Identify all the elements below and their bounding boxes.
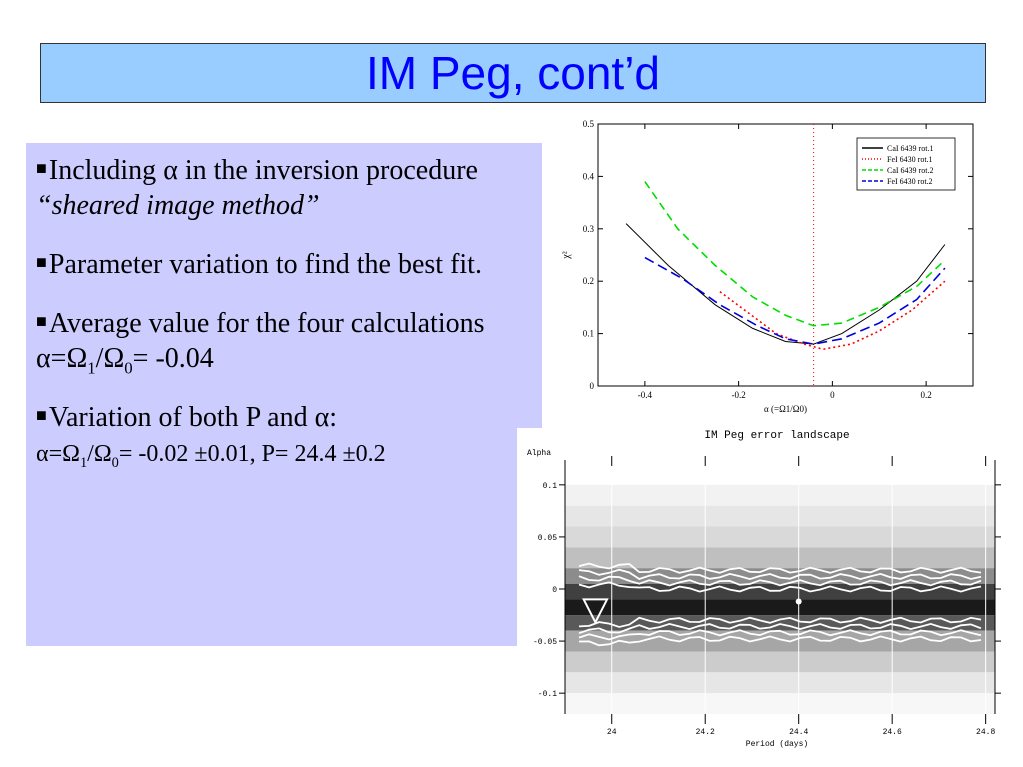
contour-line [578, 629, 982, 641]
bullet-4-formula: α=Ω1/Ω0= -0.02 ±0.01, P= 24.4 ±0.2 [36, 441, 386, 471]
y-tick-label: 0.3 [583, 224, 595, 234]
contour-line [578, 568, 982, 581]
bullet-square-icon: ■ [36, 252, 47, 272]
heatmap-band [565, 651, 995, 673]
error-landscape-plot: IM Peg error landscape Alpha 0.1 0.05 0 -0.05… [527, 430, 1001, 749]
series-line [719, 280, 946, 351]
bullet-1-text-b: in the inversion procedure [177, 155, 478, 186]
x-tick-label: 0.2 [921, 390, 932, 400]
chi-square-chart: 0 0.1 0.2 0.3 0.4 0.5 -0.4 -0.2 0 0.2 CaI 6439 rot… [555, 116, 985, 416]
y-tick-label: 0 [590, 381, 595, 391]
x-axis-label: α (=Ω1/Ω0) [764, 404, 807, 414]
x-tick-label: 24 [607, 728, 617, 737]
heatmap-band [565, 464, 995, 485]
y-tick-label: -0.1 [538, 690, 557, 699]
bullet-4: ■Variation of both P and α: α=Ω1/Ω0= -0.… [36, 402, 386, 471]
contour-line [578, 581, 982, 593]
series-line [644, 181, 946, 327]
x-tick-label: 24.4 [789, 728, 808, 737]
x-tick-label: 24.2 [696, 728, 715, 737]
slide-title-bar: IM Peg, cont’d [40, 43, 986, 103]
heatmap-band [565, 583, 995, 600]
bullet-4-alpha: α [314, 402, 330, 433]
contour-line [578, 562, 982, 574]
bullet-3-text: Average value for the four calculations [48, 308, 485, 339]
bullet-3-formula: α=Ω1/Ω0= -0.04 [36, 343, 214, 378]
x-tick-label: 24.6 [883, 728, 902, 737]
heatmap-band [565, 505, 995, 527]
error-landscape-chart: IM Peg error landscape Alpha 0.1 0.05 0 -0.05… [517, 428, 1007, 758]
x-tick-label: -0.4 [638, 390, 653, 400]
bullet-1-method: “sheared image method” [36, 190, 320, 221]
slide-title: IM Peg, cont’d [365, 47, 661, 99]
heatmap-band [565, 599, 995, 616]
heatmap-band [565, 484, 995, 506]
x-tick-label: 0 [830, 390, 835, 400]
y-tick-label: 0.1 [543, 482, 558, 491]
bullet-2-text: Parameter variation to find the best fit… [48, 249, 482, 280]
y-tick-label: 0.5 [583, 119, 595, 129]
y-tick-label: 0.2 [583, 276, 594, 286]
contour-line [578, 622, 982, 635]
bullet-1-alpha: α [163, 155, 178, 186]
bullet-1: ■Including α in the inversion procedure … [36, 151, 534, 223]
contour-loop [582, 598, 609, 625]
x-axis-label: Period (days) [746, 740, 808, 749]
y-tick-label: 0.1 [583, 329, 594, 339]
y-tick-label: 0.4 [583, 171, 595, 181]
x-tick-label: 24.8 [976, 728, 995, 737]
bullet-3: ■Average value for the four calculations… [36, 304, 534, 376]
heatmap-band [565, 547, 995, 569]
chi-square-plot: 0 0.1 0.2 0.3 0.4 0.5 -0.4 -0.2 0 0.2 CaI 6439 rot… [561, 119, 974, 414]
bullet-panel: ■Including α in the inversion procedure … [26, 143, 542, 646]
heatmap-band [565, 672, 995, 694]
contour-line [578, 616, 982, 628]
legend-label: CaI 6439 rot.2 [887, 166, 933, 175]
bullet-2: ■Parameter variation to find the best fi… [36, 245, 534, 282]
bullet-square-icon: ■ [36, 158, 47, 178]
contour-line [578, 635, 982, 647]
bullet-square-icon: ■ [36, 405, 47, 425]
y-tick-label: -0.05 [533, 638, 557, 647]
heatmap-band [565, 630, 995, 652]
heatmap-band [565, 693, 995, 714]
y-tick-label: 0.05 [538, 534, 557, 543]
bullet-4-text: Variation of both P and [48, 402, 315, 433]
chart-title: IM Peg error landscape [704, 430, 849, 442]
x-tick-label: -0.2 [732, 390, 746, 400]
y-axis-label: Alpha [527, 449, 551, 458]
heatmap-band [565, 526, 995, 548]
legend-box [856, 137, 956, 191]
heatmap-band [565, 568, 995, 584]
y-axis-label: χ² [561, 251, 572, 259]
series-line [644, 256, 946, 345]
legend-label: FeI 6430 rot.2 [887, 177, 933, 186]
contour-line [578, 575, 982, 587]
bullet-1-text-a: Including [48, 155, 164, 186]
legend-label: FeI 6430 rot.1 [887, 155, 933, 164]
y-tick-label: 0 [552, 586, 557, 595]
legend-label: CaI 6439 rot.1 [887, 144, 933, 153]
bullet-square-icon: ■ [36, 311, 47, 331]
